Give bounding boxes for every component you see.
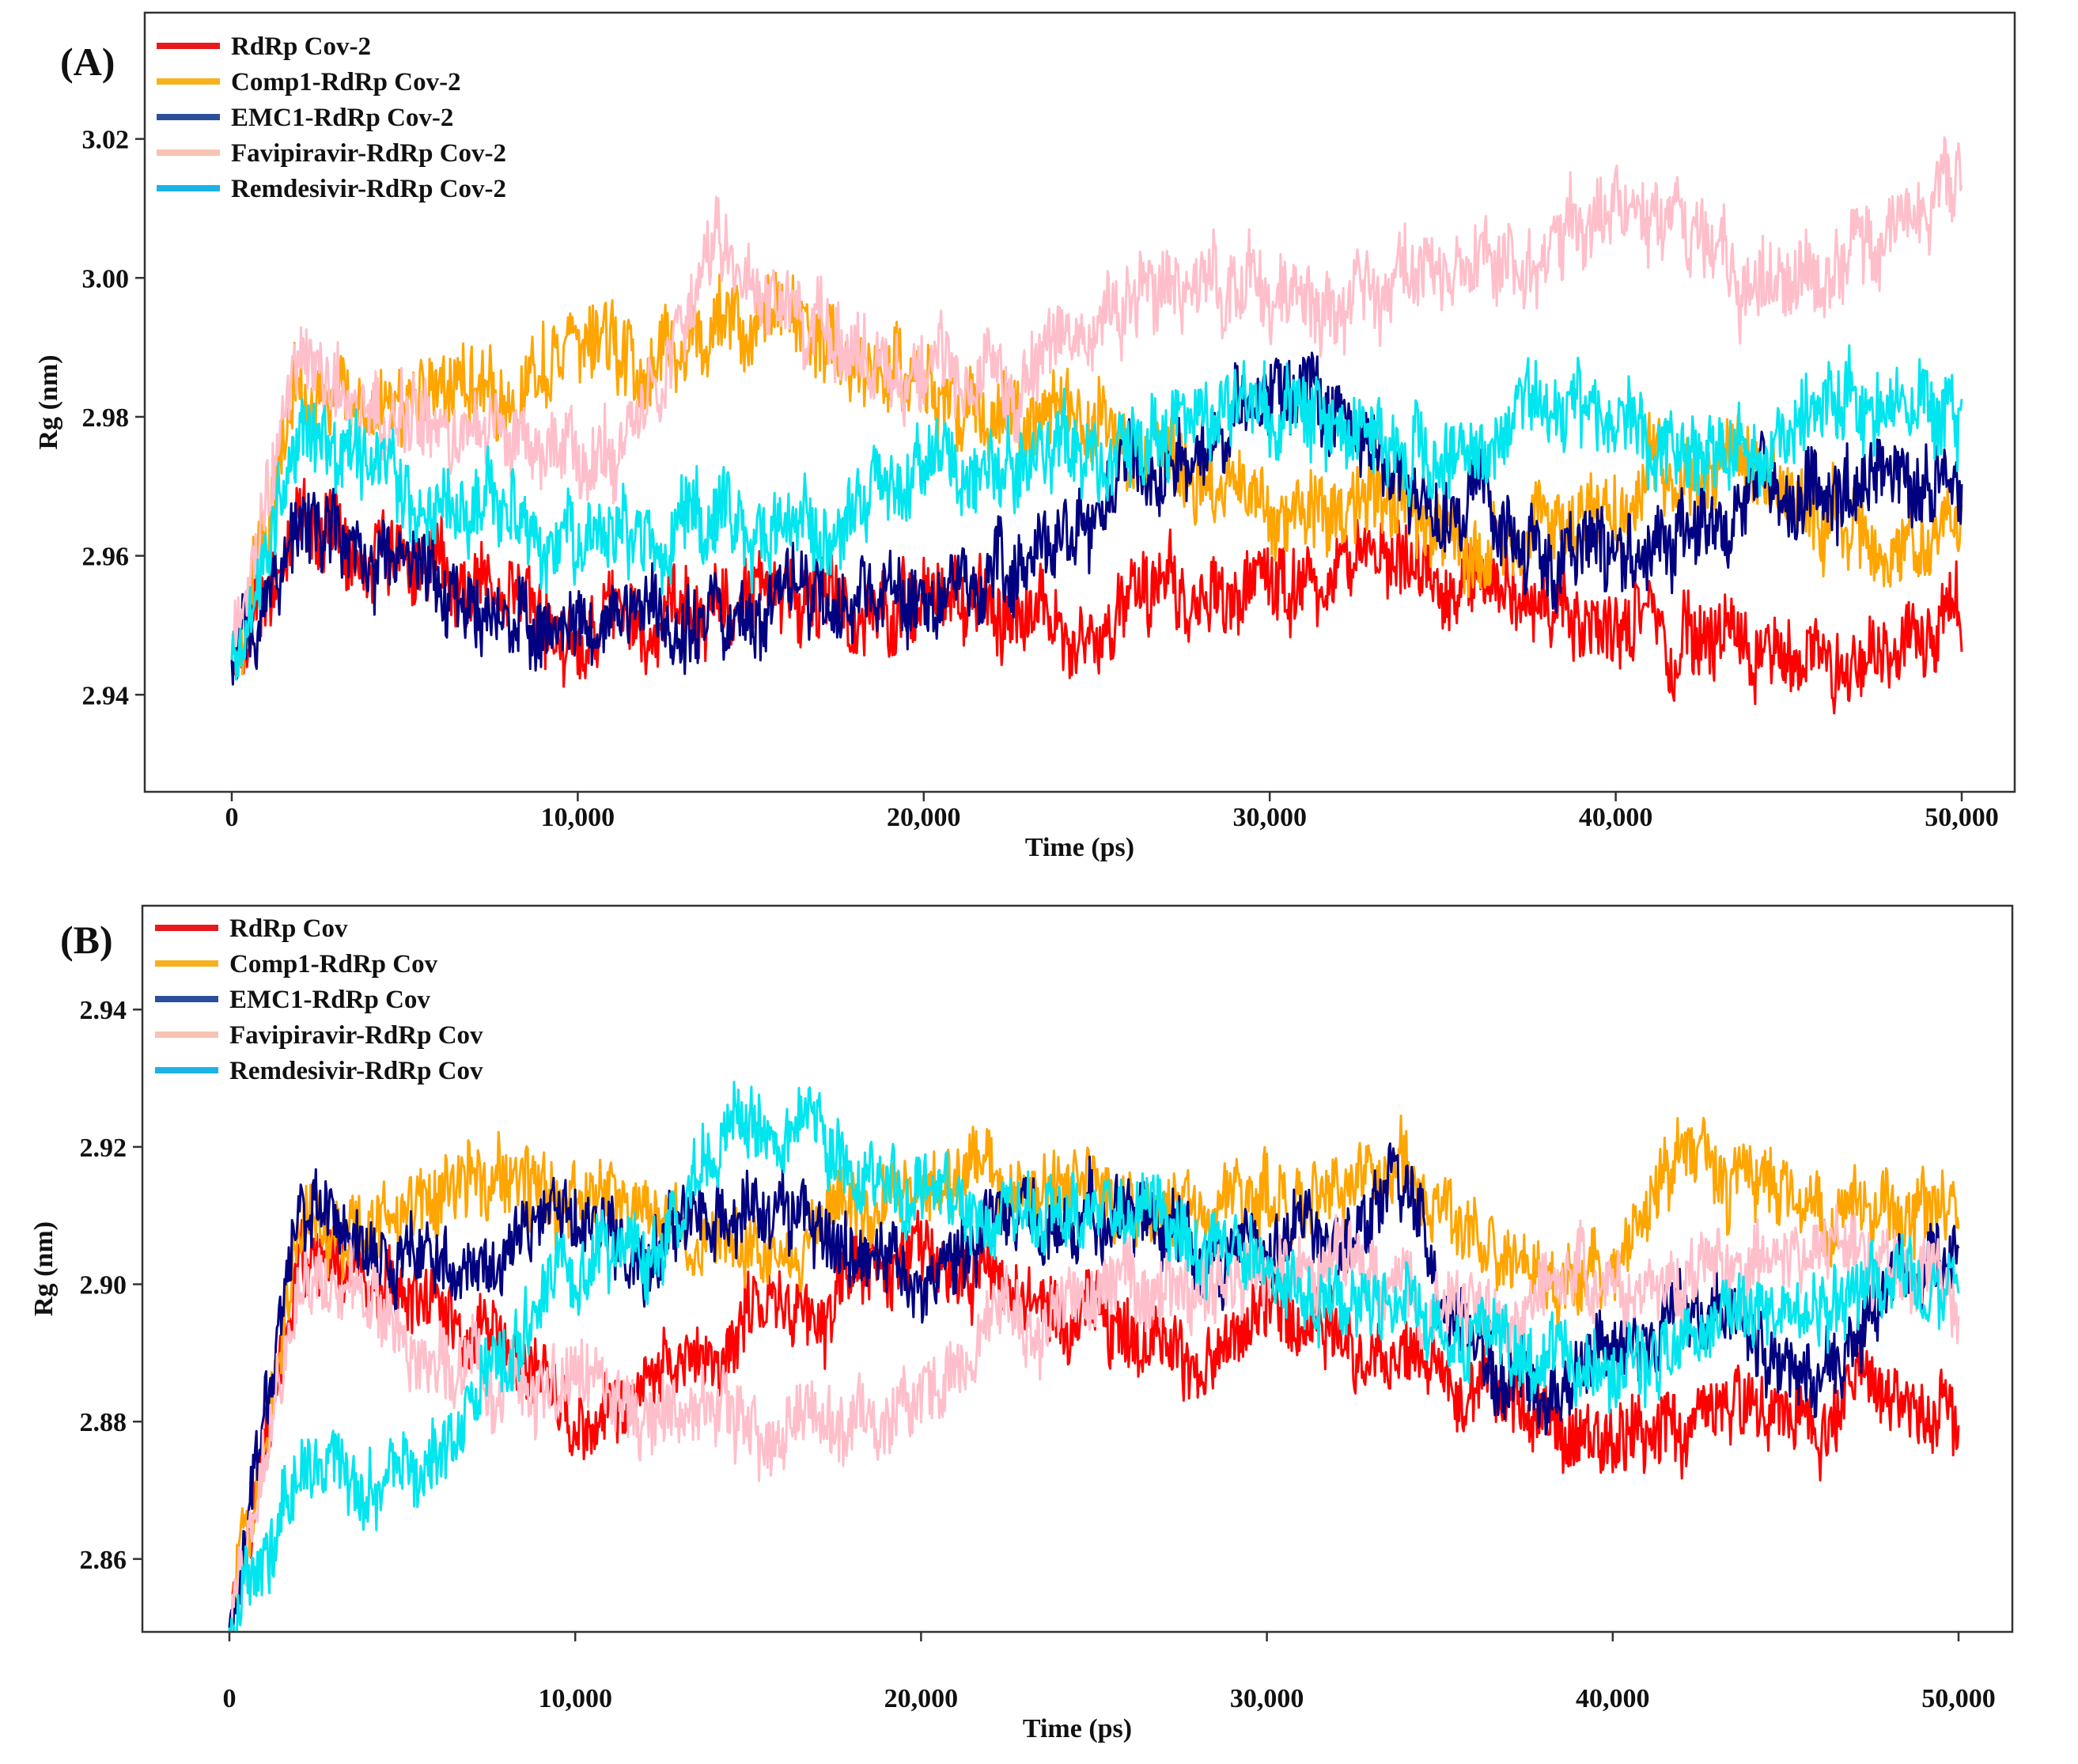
series-line-remdesivir-rdrp-cov bbox=[228, 1081, 1960, 1632]
x-axis-label: Time (ps) bbox=[1025, 833, 1134, 862]
chart-panel-a: 2.94 2.96 2.98 3.00 3.02 0 10,000 20,000 30,000 4… bbox=[34, 11, 2016, 862]
series-line-favipiravir-rdrp-cov bbox=[228, 1204, 1960, 1632]
panel-label: (B) bbox=[60, 918, 113, 962]
y-tick-label: 2.88 bbox=[80, 1408, 127, 1437]
x-tick-label: 0 bbox=[223, 1684, 237, 1713]
legend-label: Favipiravir-RdRp Cov bbox=[229, 1021, 483, 1050]
y-axis-label: Rg (nm) bbox=[34, 355, 63, 450]
legend-label: EMC1-RdRp Cov-2 bbox=[231, 104, 453, 132]
x-tick-label: 50,000 bbox=[1925, 803, 1999, 832]
y-tick-label: 2.94 bbox=[80, 996, 127, 1025]
x-tick-label: 40,000 bbox=[1576, 1684, 1650, 1713]
x-tick-label: 30,000 bbox=[1232, 803, 1307, 832]
series-line-comp1-rdrp-cov bbox=[228, 1115, 1960, 1632]
series-lines bbox=[230, 136, 1963, 715]
x-tick-label: 0 bbox=[225, 803, 239, 832]
legend-label: EMC1-RdRp Cov bbox=[229, 986, 430, 1014]
y-tick-label: 2.92 bbox=[80, 1134, 127, 1163]
x-tick-label: 20,000 bbox=[887, 803, 961, 832]
legend-label: Remdesivir-RdRp Cov-2 bbox=[231, 175, 506, 203]
plot-frame bbox=[141, 904, 2014, 1633]
x-tick-label: 10,000 bbox=[541, 803, 615, 832]
x-axis-label: Time (ps) bbox=[1023, 1714, 1132, 1743]
plot-frame bbox=[143, 11, 2016, 793]
x-tick-label: 10,000 bbox=[538, 1684, 612, 1713]
series-lines bbox=[228, 1081, 1960, 1632]
y-tick-label: 2.98 bbox=[82, 403, 130, 433]
x-tick-label: 50,000 bbox=[1921, 1684, 1996, 1713]
series-line-emc1-rdrp-cov bbox=[228, 1142, 1960, 1632]
series-line-favipiravir-rdrp-cov-2 bbox=[230, 136, 1963, 662]
y-axis-label: Rg (nm) bbox=[29, 1221, 59, 1316]
legend-label: RdRp Cov-2 bbox=[231, 32, 371, 61]
panel-label: (A) bbox=[60, 40, 115, 84]
legend: RdRp Cov-2 Comp1-RdRp Cov-2 EMC1-RdRp Cov-… bbox=[157, 32, 506, 203]
y-tick-label: 2.96 bbox=[82, 543, 130, 572]
legend-label: Remdesivir-RdRp Cov bbox=[229, 1057, 483, 1085]
y-tick-label: 2.94 bbox=[82, 681, 130, 710]
legend-label: Favipiravir-RdRp Cov-2 bbox=[231, 139, 506, 168]
y-tick-label: 2.86 bbox=[80, 1546, 127, 1575]
x-tick-label: 20,000 bbox=[884, 1684, 959, 1713]
y-tick-label: 2.90 bbox=[80, 1271, 127, 1300]
series-line-remdesivir-rdrp-cov-2 bbox=[230, 344, 1963, 681]
x-tick-label: 40,000 bbox=[1579, 803, 1653, 832]
x-tick-label: 30,000 bbox=[1230, 1684, 1304, 1713]
legend: RdRp Cov Comp1-RdRp Cov EMC1-RdRp Cov Favip… bbox=[155, 914, 483, 1085]
legend-label: RdRp Cov bbox=[229, 914, 348, 943]
y-tick-label: 3.00 bbox=[82, 264, 130, 293]
legend-label: Comp1-RdRp Cov bbox=[229, 950, 438, 979]
chart-panel-b: 2.86 2.88 2.90 2.92 2.94 0 10,000 20,000 30,000 4… bbox=[29, 904, 2014, 1743]
y-tick-label: 3.02 bbox=[82, 126, 130, 155]
legend-label: Comp1-RdRp Cov-2 bbox=[231, 68, 461, 97]
series-line-emc1-rdrp-cov-2 bbox=[230, 351, 1963, 686]
